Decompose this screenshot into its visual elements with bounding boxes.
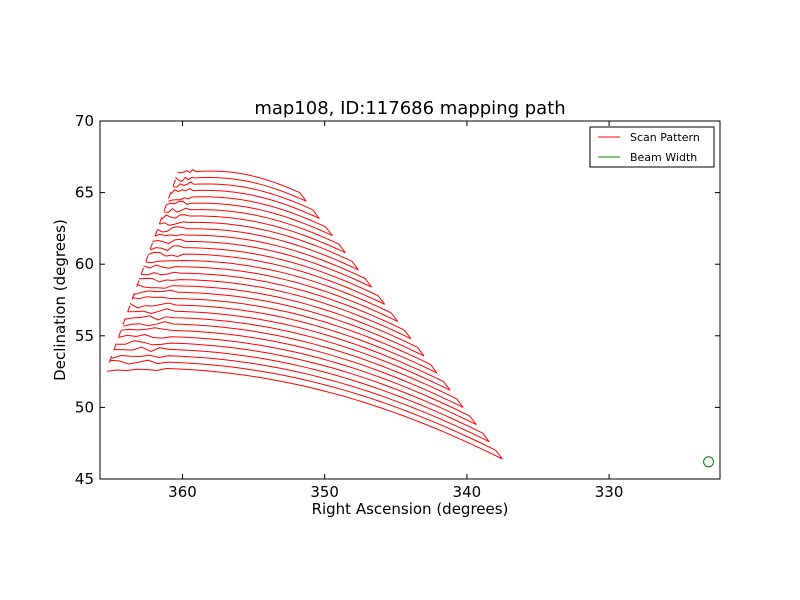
y-tick-label: 45 [75, 470, 94, 488]
y-tick-label: 60 [75, 255, 94, 273]
scan-turnaround [312, 209, 320, 219]
scan-turnaround [163, 204, 167, 212]
scan-line [150, 245, 379, 297]
scan-turnaround [127, 305, 131, 313]
legend-label-beam-width: Beam Width [630, 151, 697, 164]
scan-turnaround [495, 450, 503, 460]
scan-line [132, 296, 431, 365]
chart-title: map108, ID:117686 mapping path [254, 98, 565, 119]
scan-turnaround [403, 329, 412, 340]
scan-line [113, 346, 484, 434]
scan-turnaround [351, 260, 359, 271]
y-tick-label: 65 [75, 184, 94, 202]
scan-line [154, 233, 366, 279]
plot-frame [99, 120, 721, 480]
scan-line [166, 200, 333, 237]
scan-line [118, 333, 470, 417]
scan-turnaround [140, 267, 144, 275]
scan-turnaround [390, 312, 399, 322]
scan-line [122, 321, 457, 400]
axis-ticks: 360 350 340 330 45 50 55 60 65 70 [75, 112, 720, 501]
plot-area [107, 168, 715, 468]
scan-turnaround [456, 398, 464, 408]
scan-turnaround [113, 343, 117, 350]
y-axis-label: Declination (degrees) [51, 219, 69, 381]
scan-turnaround [108, 355, 113, 363]
scan-turnaround [377, 295, 386, 305]
scan-turnaround [325, 226, 333, 236]
x-axis-label: Right Ascension (degrees) [312, 500, 509, 518]
scan-line [116, 340, 477, 426]
scan-line [163, 207, 340, 245]
scan-turnaround [338, 243, 346, 254]
scan-turnaround [364, 278, 372, 288]
scan-line [152, 238, 372, 288]
scan-line [134, 289, 425, 357]
scan-line [136, 283, 418, 348]
scan-line [161, 214, 346, 254]
scan-line [170, 188, 320, 219]
scan-line [145, 259, 392, 314]
scan-turnaround [469, 415, 477, 425]
scan-turnaround [430, 364, 438, 374]
scan-turnaround [158, 217, 163, 224]
legend-box [589, 126, 715, 168]
scan-line [177, 168, 300, 194]
scan-turnaround [145, 255, 149, 262]
scan-line [175, 176, 307, 202]
scan-line [141, 271, 405, 331]
scan-line [109, 359, 497, 451]
scan-line [120, 327, 464, 408]
scan-turnaround [136, 280, 140, 287]
scan-turnaround [149, 242, 154, 250]
scan-turnaround [417, 346, 425, 357]
scan-turnaround [172, 179, 176, 187]
scan-turnaround [131, 292, 135, 300]
scan-turnaround [168, 192, 172, 199]
x-tick-label: 340 [453, 483, 482, 501]
scan-line [143, 264, 399, 322]
scan-line [129, 302, 438, 374]
scan-line [111, 354, 490, 443]
scan-turnaround [122, 318, 126, 325]
scan-turnaround [482, 432, 490, 443]
y-tick-label: 70 [75, 112, 94, 130]
scan-line [172, 181, 313, 211]
x-tick-label: 360 [168, 483, 197, 501]
scan-line [159, 221, 353, 262]
x-tick-label: 350 [310, 483, 339, 501]
scan-line [127, 308, 444, 383]
scan-turnaround [299, 192, 307, 202]
scan-line [147, 252, 385, 305]
scan-turnaround [118, 330, 122, 338]
scan-line [107, 367, 503, 460]
x-tick-label: 330 [595, 483, 624, 501]
y-tick-label: 55 [75, 327, 94, 345]
scan-line [156, 226, 359, 271]
scan-line [138, 277, 412, 340]
legend: Scan Pattern Beam Width [589, 126, 715, 168]
scan-turnaround [443, 381, 451, 391]
y-tick-label: 50 [75, 398, 94, 416]
scan-line [168, 196, 327, 228]
scan-turnaround [154, 229, 158, 237]
scan-line [125, 315, 451, 391]
legend-label-scan-pattern: Scan Pattern [630, 131, 700, 144]
beam-width-marker [703, 456, 715, 468]
